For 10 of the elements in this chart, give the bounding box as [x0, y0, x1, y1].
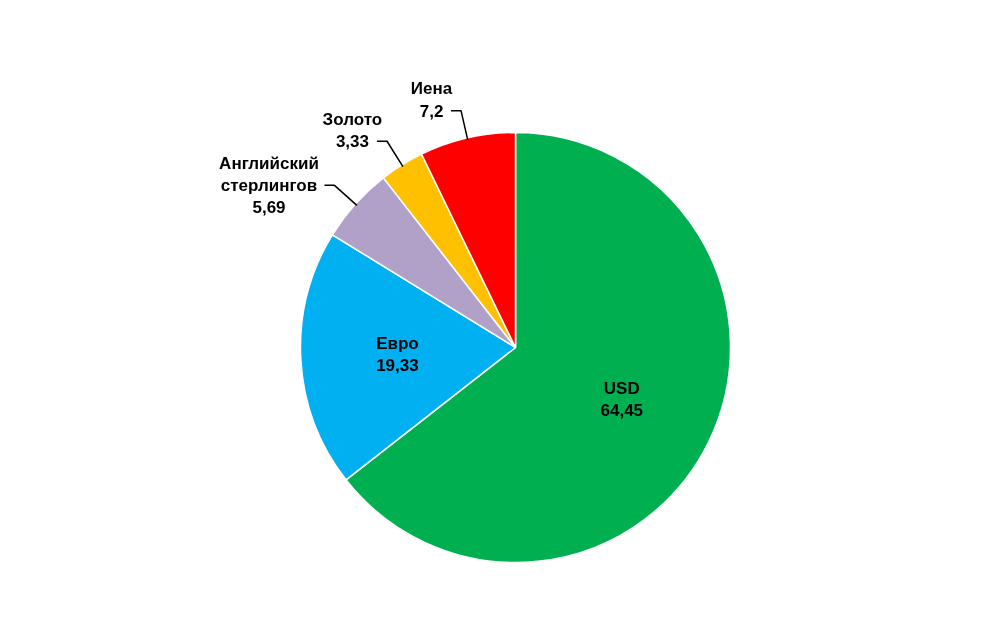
slice-label: Золото: [322, 109, 383, 129]
slice-label: Евро: [376, 333, 419, 353]
slice-label: Иена: [410, 79, 453, 99]
data-label: 5,69: [252, 198, 286, 218]
data-label: 64,45: [600, 401, 644, 421]
slice-label: USD: [603, 378, 640, 398]
data-label: 7,2: [419, 101, 444, 121]
data-label: 3,33: [335, 132, 369, 152]
data-label: 19,33: [376, 356, 419, 376]
slice-label: Английский стерлингов: [219, 153, 319, 195]
